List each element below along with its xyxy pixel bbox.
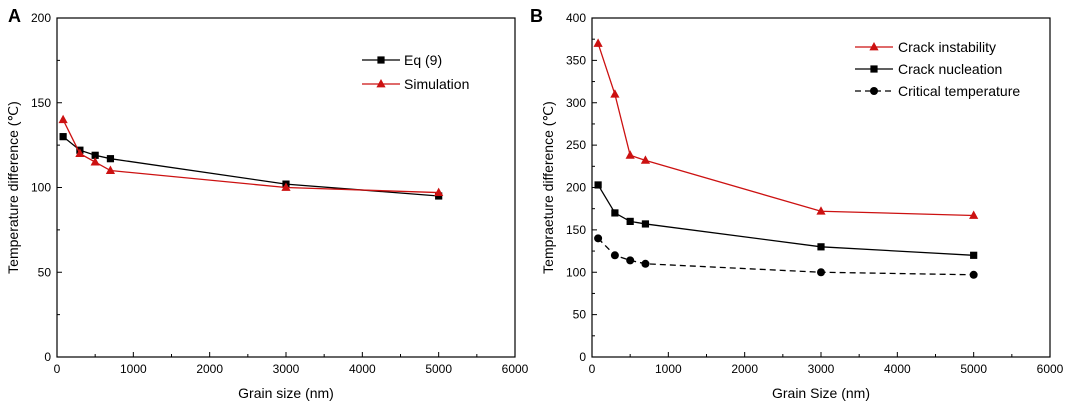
legend-marker: [870, 87, 878, 95]
data-point: [594, 181, 602, 189]
data-point: [593, 38, 603, 47]
x-axis-title: Grain size (nm): [238, 385, 334, 401]
x-tick-label: 2000: [196, 362, 223, 376]
y-tick-label: 50: [38, 265, 52, 279]
y-tick-label: 150: [31, 96, 51, 110]
legend-item: Crack instability: [855, 39, 996, 55]
data-point: [817, 268, 825, 277]
data-point: [610, 89, 620, 98]
data-point: [106, 155, 115, 163]
y-tick-label: 400: [566, 11, 586, 25]
data-point: [626, 256, 635, 265]
data-point: [90, 157, 100, 166]
legend-marker: [869, 42, 879, 51]
data-point: [610, 251, 619, 260]
panel-b: 0 1000 2000 3000 4000 5000 6000 0 50 100 150 200 250…: [530, 6, 1064, 401]
data-point: [640, 155, 651, 164]
panel-a: 0 1000 2000 3000 4000 5000 6000 0 50 100 150 200 Gra…: [5, 6, 529, 401]
legend-marker: [377, 56, 385, 64]
data-point: [91, 151, 99, 159]
series-line: [62, 119, 439, 194]
x-tick-label: 6000: [502, 362, 529, 376]
series-line: [62, 136, 439, 197]
y-tick-label: 100: [31, 181, 51, 195]
legend-marker: [870, 65, 878, 73]
data-point: [641, 220, 650, 228]
y-axis-title: Temperature difference (℃): [5, 101, 21, 274]
data-point: [816, 206, 826, 215]
legend-label: Critical temperature: [898, 83, 1020, 99]
x-tick-label: 6000: [1037, 362, 1064, 376]
series-line: [597, 184, 974, 256]
y-tick-label: 0: [579, 350, 586, 364]
data-point: [594, 234, 603, 243]
x-tick-label: 2000: [731, 362, 758, 376]
data-point: [58, 114, 68, 124]
legend-item: Critical temperature: [855, 83, 1020, 99]
data-point: [969, 270, 978, 279]
y-tick-label: 350: [566, 53, 586, 67]
y-tick-label: 100: [566, 265, 586, 279]
legend-item: Crack nucleation: [855, 61, 1002, 77]
series-crack-instability: [593, 38, 979, 219]
data-point: [105, 165, 116, 174]
data-point: [641, 259, 650, 268]
legend-item: Simulation: [362, 76, 469, 92]
x-tick-label: 4000: [884, 362, 911, 376]
series-line: [597, 43, 974, 217]
y-tick-label: 50: [573, 308, 587, 322]
data-point: [625, 150, 635, 159]
series-crack-nucleation: [594, 181, 978, 259]
y-tick-label: 300: [566, 96, 586, 110]
legend-marker: [376, 79, 386, 88]
x-axis-title: Grain Size (nm): [772, 385, 870, 401]
data-point: [59, 133, 67, 141]
x-tick-label: 5000: [425, 362, 452, 376]
series-line: [597, 237, 974, 276]
data-point: [626, 217, 634, 225]
data-point: [611, 209, 619, 217]
panel-letter: B: [530, 6, 543, 26]
y-tick-label: 250: [566, 138, 586, 152]
data-point: [970, 251, 978, 259]
x-tick-label: 0: [589, 362, 596, 376]
x-tick-label: 0: [54, 362, 61, 376]
legend-label: Crack nucleation: [898, 61, 1002, 77]
legend-label: Crack instability: [898, 39, 996, 55]
data-point: [817, 243, 825, 251]
series-simulation: [58, 114, 444, 196]
legend-item: Eq (9): [362, 52, 442, 68]
y-tick-label: 200: [566, 181, 586, 195]
y-tick-label: 200: [31, 11, 51, 25]
data-point: [75, 148, 85, 157]
x-tick-label: 3000: [273, 362, 300, 376]
data-point: [281, 182, 291, 191]
x-tick-label: 1000: [120, 362, 147, 376]
y-axis-title: Tempraeture difference (℃): [540, 101, 556, 274]
panel-letter: A: [8, 6, 21, 26]
legend-label: Eq (9): [404, 52, 442, 68]
x-tick-label: 4000: [349, 362, 376, 376]
series-critical-temperature: [594, 234, 978, 279]
y-tick-label: 150: [566, 223, 586, 237]
x-tick-label: 3000: [808, 362, 835, 376]
series-eq-9: [59, 133, 443, 200]
x-tick-label: 5000: [960, 362, 987, 376]
data-point: [969, 210, 979, 219]
legend-label: Simulation: [404, 76, 469, 92]
x-tick-label: 1000: [655, 362, 682, 376]
data-point: [434, 187, 444, 196]
y-tick-label: 0: [44, 350, 51, 364]
